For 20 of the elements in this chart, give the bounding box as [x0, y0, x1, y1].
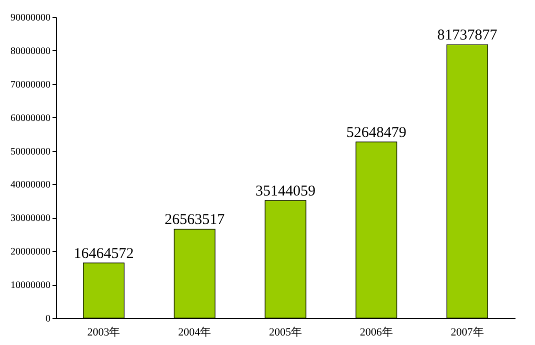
x-tick-label: 2003年 — [87, 326, 120, 338]
y-tick-label: 80000000 — [10, 46, 50, 57]
data-label: 26563517 — [164, 212, 226, 228]
y-tick-label: 70000000 — [10, 79, 50, 90]
x-tick-label: 2004年 — [178, 326, 212, 338]
y-tick-label: 0 — [46, 314, 50, 324]
y-tick-label: 30000000 — [10, 213, 50, 224]
data-label: 16464572 — [74, 246, 134, 262]
x-tick-label: 2006年 — [360, 326, 393, 338]
x-tick-label: 2005年 — [269, 326, 302, 338]
y-tick-label: 50000000 — [10, 146, 50, 158]
data-label: 81737877 — [437, 28, 498, 44]
y-tick-label: 20000000 — [10, 246, 50, 258]
data-label: 52648479 — [346, 124, 406, 141]
y-tick-label: 90000000 — [10, 12, 50, 24]
y-tick-label: 60000000 — [10, 112, 50, 124]
data-label: 35144059 — [256, 183, 316, 200]
y-tick-label: 40000000 — [10, 180, 50, 191]
x-tick-label: 2007年 — [450, 326, 484, 338]
y-tick-label: 10000000 — [10, 280, 50, 292]
